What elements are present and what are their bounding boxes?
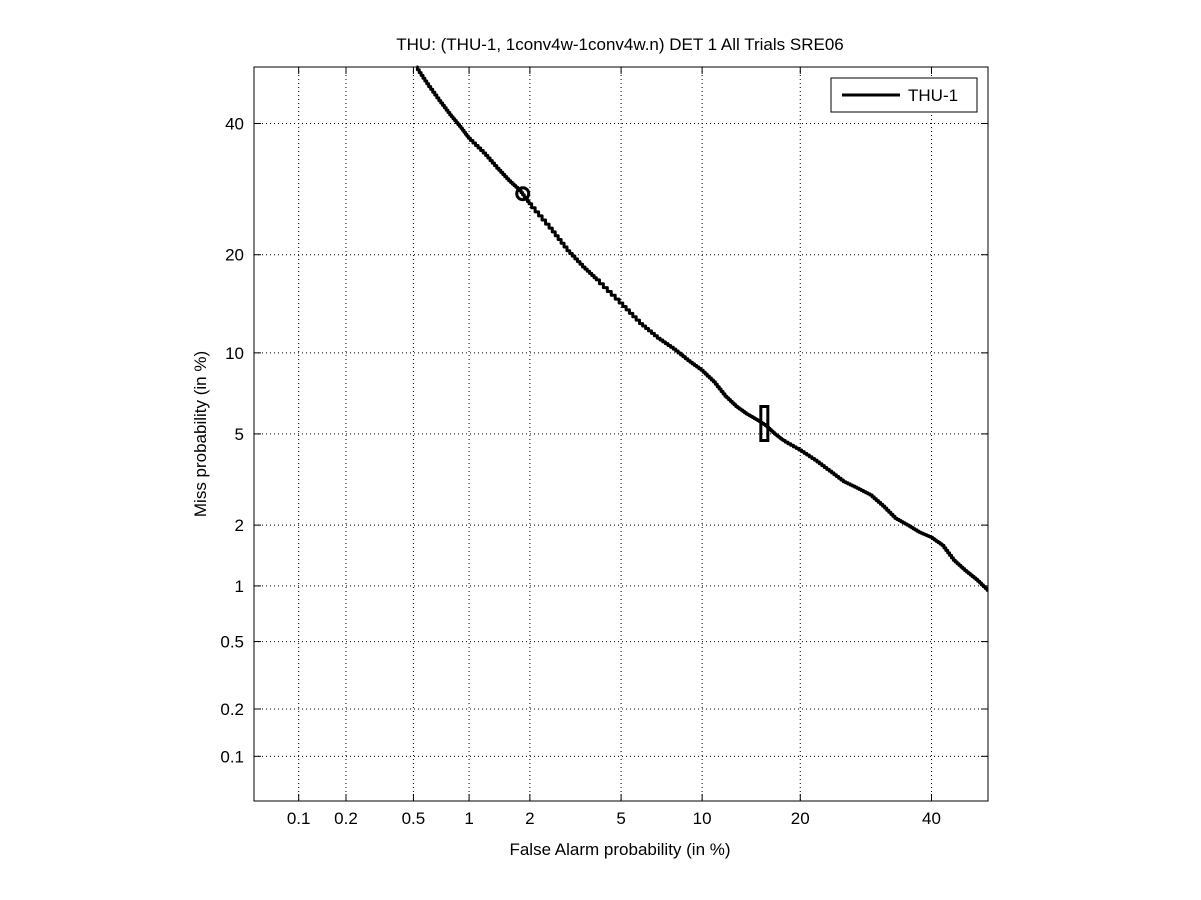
x-tick-label-2: 2: [525, 809, 534, 828]
series: [415, 65, 989, 592]
x-tick-label-5: 5: [616, 809, 625, 828]
y-tick-label-40: 40: [225, 115, 244, 134]
x-axis-label: False Alarm probability (in %): [509, 840, 730, 859]
x-tick-label-10: 10: [693, 809, 712, 828]
markers: [515, 186, 770, 443]
series-line-thu-1: [415, 65, 989, 592]
legend-label-thu-1: THU-1: [908, 86, 958, 105]
ticks: 0.1 0.2 0.5 1 2 5 10 20 40 0.1 0.2 0.5 1 2 5 10 20 40: [220, 67, 988, 828]
y-tick-label-0-1: 0.1: [220, 747, 244, 766]
plot-area-frame: [253, 66, 989, 802]
y-tick-label-0-5: 0.5: [220, 633, 244, 652]
actual-dcf-box-marker: [759, 405, 770, 443]
x-tick-label-0-5: 0.5: [402, 809, 426, 828]
x-tick-label-20: 20: [791, 809, 810, 828]
x-tick-label-0-2: 0.2: [334, 809, 358, 828]
min-dcf-circle-marker: [515, 186, 531, 202]
y-tick-label-20: 20: [225, 246, 244, 265]
x-tick-label-40: 40: [922, 809, 941, 828]
chart-title: THU: (THU-1, 1conv4w-1conv4w.n) DET 1 Al…: [396, 35, 844, 54]
y-axis-label: Miss probability (in %): [191, 351, 210, 517]
y-tick-label-10: 10: [225, 344, 244, 363]
y-tick-label-0-2: 0.2: [220, 700, 244, 719]
x-tick-label-0-1: 0.1: [287, 809, 311, 828]
y-tick-label-1: 1: [235, 577, 244, 596]
legend: THU-1: [830, 77, 978, 113]
x-tick-label-1: 1: [464, 809, 473, 828]
y-tick-label-5: 5: [235, 425, 244, 444]
grid: [254, 67, 988, 801]
y-tick-label-2: 2: [235, 516, 244, 535]
